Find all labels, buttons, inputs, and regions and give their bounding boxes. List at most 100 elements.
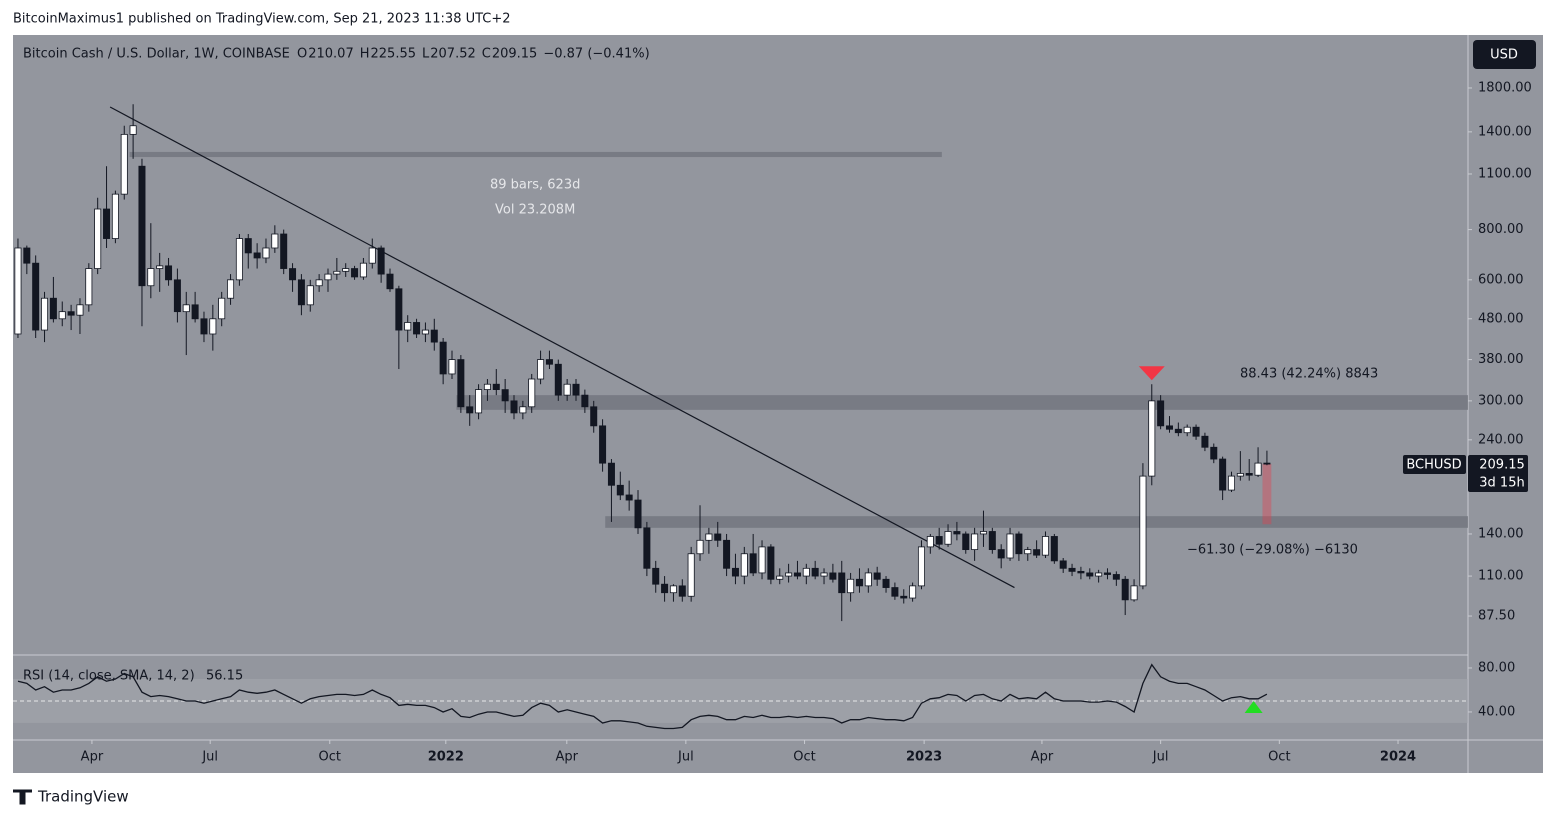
symbol-tag xyxy=(1403,455,1466,474)
candle-body xyxy=(962,533,970,551)
candle-body xyxy=(165,265,173,281)
x-tick-label: 2022 xyxy=(428,750,464,765)
y-tick-label: 80.00 xyxy=(1478,660,1515,675)
ohlc-letter: H xyxy=(360,47,370,62)
candle-body xyxy=(971,533,979,551)
x-tick-label: 2023 xyxy=(906,750,942,765)
candle-body xyxy=(510,400,518,414)
candle-body xyxy=(1112,574,1120,580)
zone xyxy=(605,516,1468,528)
candle-body xyxy=(324,273,332,281)
candle-body xyxy=(111,193,119,239)
candle-body xyxy=(528,378,536,408)
currency-button[interactable] xyxy=(1473,40,1536,69)
candle-body xyxy=(643,527,651,569)
candle-body xyxy=(483,383,491,390)
candle-body xyxy=(793,572,801,577)
candle-body xyxy=(687,553,695,597)
x-tick-label: Oct xyxy=(319,750,341,765)
rsi-label: RSI (14, close, SMA, 14, 2) xyxy=(23,669,195,684)
candle-body xyxy=(1024,549,1032,555)
candle-body xyxy=(448,359,456,375)
candle-body xyxy=(740,553,748,577)
candle-body xyxy=(705,533,713,541)
candle-body xyxy=(1192,426,1200,437)
candle-body xyxy=(661,583,669,594)
annotation: Vol 23.208M xyxy=(495,203,575,218)
candle-body xyxy=(625,494,633,501)
chart-title: Bitcoin Cash / U.S. Dollar, 1W, COINBASE xyxy=(23,47,290,62)
x-tick-label: Apr xyxy=(556,750,579,765)
change: −0.87 (−0.41%) xyxy=(543,47,649,62)
candle-body xyxy=(811,567,819,577)
candle-body xyxy=(873,572,881,580)
candle-body xyxy=(404,322,412,331)
candle-body xyxy=(173,279,181,313)
annotation: −61.30 (−29.08%) −6130 xyxy=(1187,543,1358,558)
candle-body xyxy=(616,484,624,496)
y-tick-label: 240.00 xyxy=(1478,432,1524,447)
logo-icon xyxy=(13,789,32,805)
candle-body xyxy=(156,265,164,269)
candle-body xyxy=(554,363,562,396)
candle-body xyxy=(926,536,934,548)
candle-body xyxy=(599,425,607,464)
y-tick-label: 40.00 xyxy=(1478,704,1515,719)
ohlc-letter: L xyxy=(422,47,430,62)
candle-body xyxy=(244,238,252,254)
y-tick-label: 800.00 xyxy=(1478,222,1524,237)
ohlc-letter: C xyxy=(482,47,491,62)
zone xyxy=(129,151,942,158)
candle-body xyxy=(333,270,341,275)
signal-marker xyxy=(1244,701,1263,714)
candle-body xyxy=(917,546,925,587)
ohlc-value: 210.07 xyxy=(308,47,354,62)
candle-body xyxy=(138,165,146,287)
candle-body xyxy=(395,288,403,331)
x-tick-label: Oct xyxy=(1268,750,1290,765)
candle-body xyxy=(563,383,571,396)
candle-body xyxy=(421,329,429,335)
y-tick-label: 300.00 xyxy=(1478,393,1524,408)
candle-body xyxy=(262,247,270,259)
candle-body xyxy=(935,536,943,545)
candle-body xyxy=(572,383,580,396)
countdown: 3d 15h xyxy=(1479,476,1524,491)
candle-body xyxy=(289,268,297,281)
candle-body xyxy=(85,268,93,306)
logo: TradingView xyxy=(37,788,129,806)
candle-body xyxy=(714,533,722,541)
candle-body xyxy=(1095,572,1103,577)
candle-body xyxy=(767,546,775,580)
currency[interactable]: USD xyxy=(1490,48,1518,63)
candle-body xyxy=(988,531,996,551)
candle-body xyxy=(1006,533,1014,559)
candle-body xyxy=(696,539,704,555)
x-tick-label: Apr xyxy=(1031,750,1054,765)
candle-body xyxy=(669,585,677,594)
candle-body xyxy=(359,262,367,278)
candle-body xyxy=(501,389,509,402)
measure-box xyxy=(1262,463,1272,525)
candle-body xyxy=(191,304,199,320)
x-tick-label: Jul xyxy=(1152,750,1169,765)
candle-body xyxy=(1157,400,1165,427)
ohlc-letter: O xyxy=(297,47,307,62)
candle-body xyxy=(882,578,890,588)
candle-body xyxy=(1050,536,1058,562)
candle-body xyxy=(342,268,350,272)
candle-body xyxy=(838,572,846,594)
candle-body xyxy=(218,297,226,320)
candle-body xyxy=(475,389,483,414)
candle-body xyxy=(1086,572,1094,577)
candle-body xyxy=(678,585,686,597)
candle-body xyxy=(67,311,75,316)
trendline xyxy=(109,106,1015,589)
candle-body xyxy=(944,531,952,545)
candle-body xyxy=(519,406,527,414)
candle-body xyxy=(634,499,642,529)
publish-note: BitcoinMaximus1 published on TradingView… xyxy=(13,12,511,27)
candle-body xyxy=(891,587,899,597)
candle-body xyxy=(439,341,447,375)
candle-body xyxy=(315,279,323,287)
